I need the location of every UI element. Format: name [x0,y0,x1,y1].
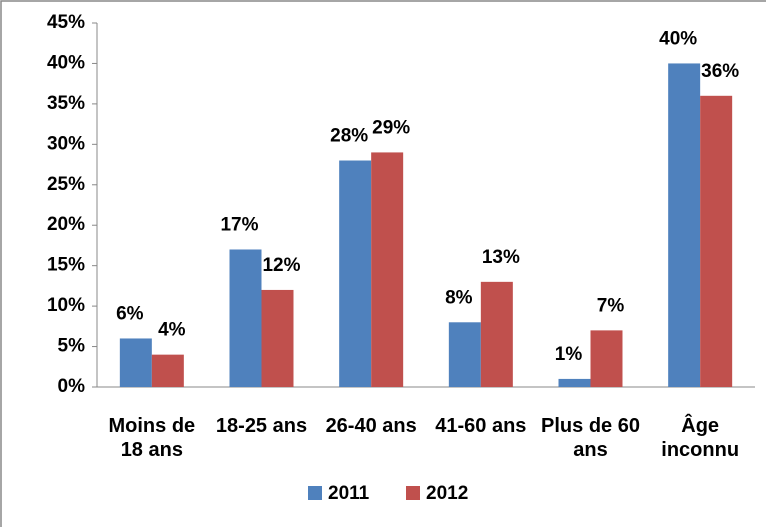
legend-swatch [406,486,420,500]
y-tick-label: 25% [47,174,85,195]
data-label: 28% [330,126,368,147]
bar [700,95,733,388]
bar [371,152,404,387]
x-tick-label: 41-60 ans [435,415,527,437]
y-tick-label: 15% [47,255,85,276]
x-tick-label: 26-40 ans [325,415,417,437]
bar [558,378,591,387]
data-label: 8% [445,287,473,308]
x-tick-label: Âge inconnu [661,415,740,461]
x-tick-label: Plus de 60 ans [541,415,640,461]
y-tick-label: 0% [58,376,86,397]
data-label: 40% [659,28,697,49]
bar [480,281,513,387]
legend-label: 2012 [426,483,468,504]
data-label: 29% [372,117,410,138]
bar [119,338,152,387]
y-tick-label: 35% [47,93,85,114]
data-label: 36% [701,61,739,82]
y-tick-label: 5% [58,336,86,357]
data-label: 13% [482,247,520,268]
bar [448,322,481,387]
data-label: 4% [158,320,186,341]
x-tick-label: 18-25 ans [215,415,308,437]
data-label: 17% [220,215,258,236]
y-tick-label: 45% [47,12,85,33]
bar [590,330,623,387]
y-tick-label: 10% [47,295,85,316]
bar [668,63,701,387]
y-tick-label: 20% [47,214,85,235]
bar [151,354,184,387]
data-label: 1% [555,344,583,365]
bar [339,160,372,387]
data-label: 7% [597,295,625,316]
y-tick-label: 30% [47,133,85,154]
data-label: 6% [116,303,144,324]
y-tick-label: 40% [47,52,85,73]
legend-swatch [308,486,322,500]
bar [261,289,294,387]
x-tick-label: Moins de 18 ans [108,415,196,461]
data-label: 12% [262,255,300,276]
bar [229,249,262,387]
legend-label: 2011 [328,483,370,504]
